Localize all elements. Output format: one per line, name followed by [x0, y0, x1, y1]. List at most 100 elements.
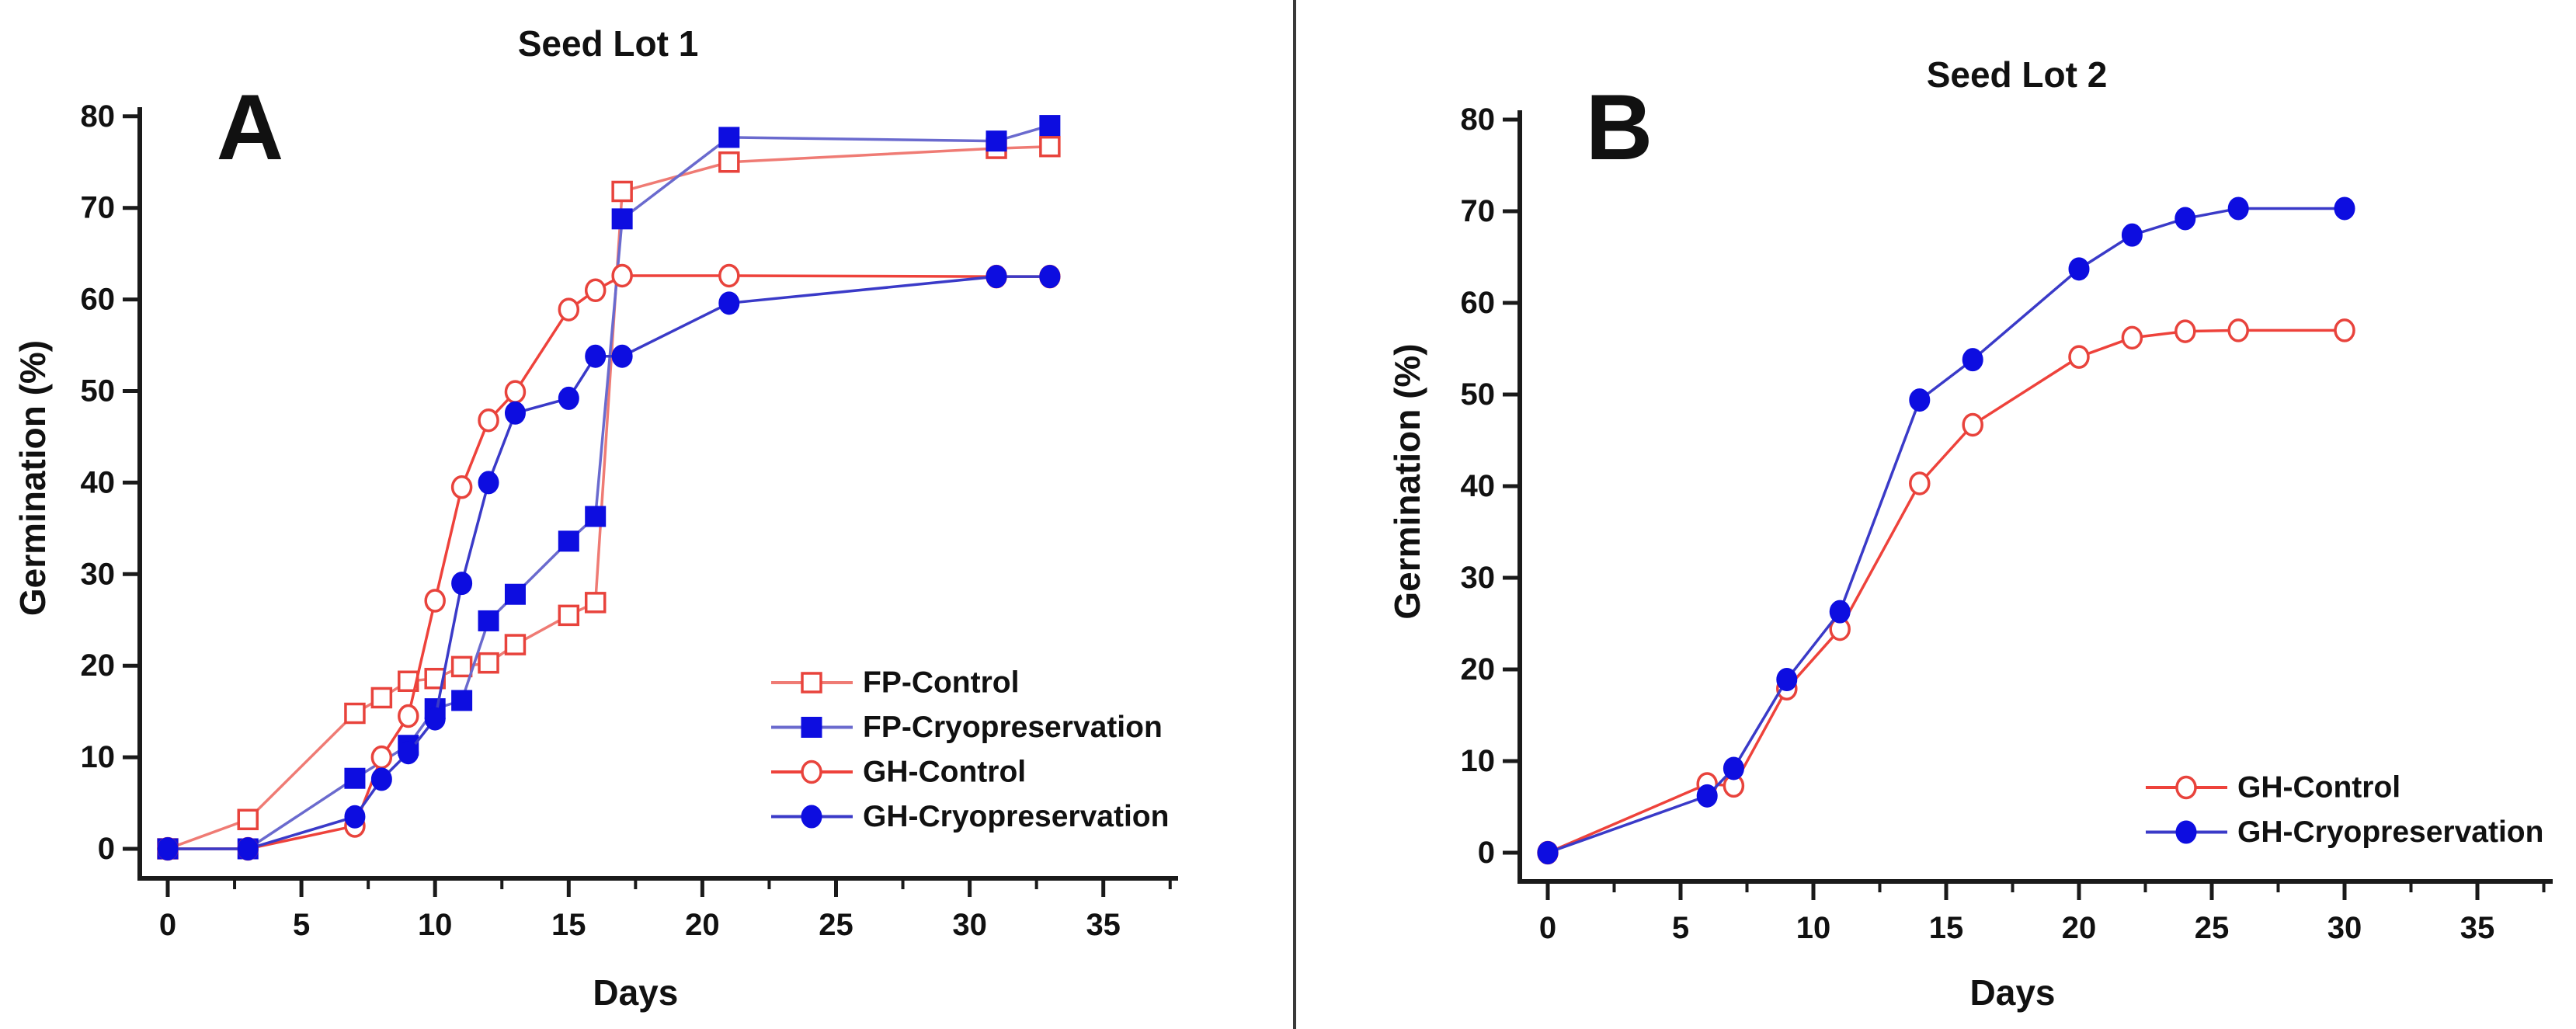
series-fp-cryopreservation-point — [585, 506, 607, 527]
x-tick-label: 25 — [819, 908, 853, 942]
legend-label: FP-Cryopreservation — [863, 711, 1163, 744]
series-gh-cryopreservation-point — [2121, 223, 2143, 247]
series-gh-control-line — [1547, 329, 2345, 854]
series-gh-control-point — [2068, 345, 2090, 369]
series-gh-cryopreservation-point — [986, 265, 1007, 289]
y-tick-label: 0 — [1478, 836, 1495, 870]
y-tick-label: 20 — [81, 648, 116, 683]
series-gh-cryopreservation-point — [1537, 841, 1559, 864]
series-gh-cryopreservation-point — [1909, 388, 1931, 412]
y-tick-label: 0 — [98, 832, 115, 866]
series-gh-cryopreservation-point — [424, 707, 446, 731]
series-fp-control-point — [344, 702, 366, 725]
x-tick-label: 10 — [418, 908, 453, 942]
y-tick-label: 70 — [1461, 194, 1496, 228]
series-fp-cryopreservation-point — [718, 127, 740, 148]
x-tick-label: 10 — [1796, 911, 1831, 945]
y-tick-label: 40 — [81, 465, 116, 499]
legend-b: GH-Control GH-Cryopreservation — [2146, 771, 2543, 849]
panel-letter-b: B — [1586, 75, 1653, 179]
y-tick-label: 60 — [81, 283, 116, 317]
x-tick-label: 20 — [2062, 911, 2097, 945]
x-tick-label: 20 — [685, 908, 720, 942]
series-fp-control-point — [718, 151, 740, 173]
panel-b: 0 10 20 30 40 50 60 70 80 0 5 10 15 20 25 30 35 B Seed Lot… — [1387, 54, 2553, 1013]
x-tick-label: 35 — [1086, 908, 1121, 942]
series-fp-control-point — [504, 634, 527, 655]
series-gh-control-point — [370, 745, 393, 770]
x-tick-label: 5 — [1672, 911, 1689, 945]
series-gh-cryopreservation-point — [478, 471, 499, 495]
legend-item: GH-Cryopreservation — [771, 800, 1169, 833]
series-gh-control-point — [478, 408, 499, 433]
y-tick-label: 70 — [81, 191, 116, 225]
series-gh-cryopreservation-point — [1696, 784, 1718, 808]
series-gh-cryopreservation-point — [1723, 756, 1744, 780]
series-gh-cryopreservation-point — [2174, 207, 2196, 231]
series-gh-cryopreservation-point — [344, 805, 366, 829]
series-gh-cryopreservation-point — [2227, 196, 2249, 221]
series-gh-control-point — [718, 263, 740, 288]
series-gh-control-point — [398, 704, 419, 728]
y-tick-label: 10 — [1461, 744, 1496, 778]
series-gh-cryopreservation-point — [1776, 667, 1798, 691]
series-gh-control-point — [2174, 319, 2196, 343]
panel-a: 0 10 20 30 40 50 60 70 80 0 5 10 15 20 25 30 35 A Seed Lot… — [12, 23, 1178, 1013]
series-gh-cryopreservation-line — [1547, 207, 2345, 854]
legend-item: FP-Control — [771, 666, 1019, 700]
series-fp-control-point — [237, 808, 259, 831]
series-gh-cryopreservation-point — [558, 386, 579, 410]
panel-a-title: Seed Lot 1 — [518, 23, 699, 64]
y-tick-label: 30 — [81, 557, 116, 591]
series-fp-control-point — [584, 592, 607, 614]
series-fp-control-point — [450, 655, 473, 678]
legend-filled-circle-icon — [801, 805, 822, 829]
y-tick-label: 80 — [1461, 103, 1496, 137]
series-gh-cryopreservation — [1537, 196, 2355, 864]
y-tick-label: 20 — [1461, 652, 1496, 687]
series-fp-cryopreservation-point — [344, 767, 366, 789]
series-fp-cryopreservation-point — [986, 130, 1007, 152]
series-fp-control-point — [1039, 135, 1061, 158]
legend-label: GH-Cryopreservation — [863, 800, 1169, 833]
x-tick-label: 30 — [952, 908, 987, 942]
legend-a: FP-Control FP-Cryopreservation GH-Control G… — [771, 666, 1169, 833]
series-gh-control-point — [504, 380, 527, 404]
x-tick-label: 35 — [2460, 911, 2495, 945]
series-gh-cryopreservation-point — [611, 344, 633, 368]
legend-open-square-icon — [801, 672, 822, 694]
x-tick-label: 25 — [2195, 911, 2230, 945]
series-fp-control-point — [611, 180, 633, 203]
series-gh-control-point — [1962, 412, 1983, 437]
x-tick-label: 30 — [2327, 911, 2362, 945]
series-gh-cryopreservation-point — [451, 572, 473, 596]
series-gh-control-point — [2334, 318, 2355, 342]
x-tick-label: 0 — [1539, 911, 1556, 945]
y-tick-label: 60 — [1461, 286, 1496, 320]
series-gh-control-point — [584, 278, 607, 303]
panel-letter-a: A — [217, 75, 284, 179]
y-tick-label: 50 — [1461, 377, 1496, 412]
series-gh-control-point — [2227, 318, 2249, 342]
legend-filled-circle-icon — [2175, 820, 2197, 844]
series-fp-cryopreservation-point — [478, 610, 499, 631]
legend-open-circle-icon — [2175, 775, 2197, 800]
x-axis-title: Days — [1970, 972, 2056, 1013]
legend-label: GH-Control — [863, 756, 1026, 789]
series-fp-control-point — [370, 687, 393, 709]
legend-label: GH-Cryopreservation — [2237, 815, 2543, 849]
legend-label: GH-Control — [2237, 771, 2400, 805]
x-tick-label: 0 — [159, 908, 176, 942]
series-gh-control-point — [450, 475, 473, 499]
legend-item: GH-Control — [771, 756, 1026, 789]
x-tick-label: 15 — [1929, 911, 1964, 945]
legend-open-circle-icon — [801, 760, 822, 784]
y-axis-title: Germination (%) — [1387, 343, 1427, 619]
legend-item: FP-Cryopreservation — [771, 711, 1163, 744]
series-gh-cryopreservation-point — [2334, 196, 2355, 221]
legend-item: GH-Cryopreservation — [2146, 815, 2543, 849]
series-gh-cryopreservation-point — [237, 837, 259, 860]
y-tick-label: 80 — [81, 99, 116, 134]
series-gh-control-point — [2121, 325, 2143, 350]
